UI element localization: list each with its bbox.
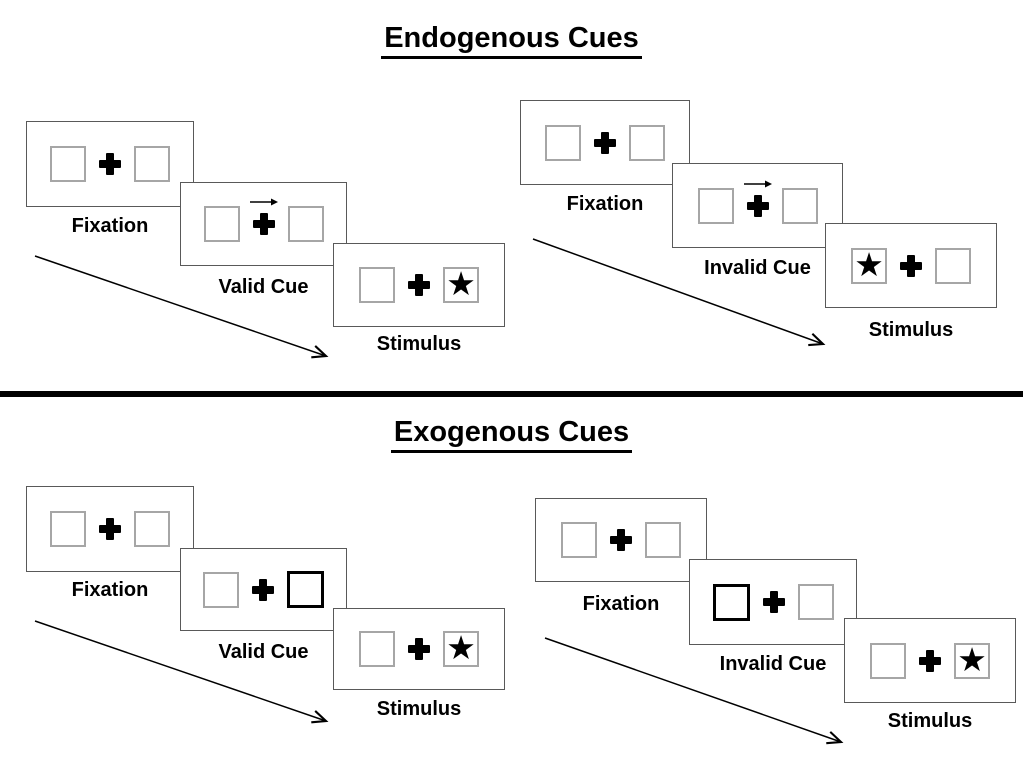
panel-label: Fixation	[71, 215, 149, 237]
cue-arrow-icon	[249, 198, 278, 206]
panel-label: Invalid Cue	[719, 653, 827, 675]
target-star-icon: ★	[854, 244, 884, 284]
cue-panel	[672, 163, 843, 248]
target-box-right: ★	[443, 267, 479, 303]
fixation-cross-icon	[252, 578, 274, 601]
target-star-icon: ★	[446, 264, 476, 303]
fixation-panel	[520, 100, 690, 185]
fixation-cross-icon	[746, 194, 769, 217]
placeholder-box-left	[697, 187, 734, 224]
fixation-cross-icon	[610, 529, 632, 551]
fixation-cross-icon	[900, 254, 922, 277]
placeholder-box-right	[134, 511, 170, 547]
panel-label: Valid Cue	[218, 276, 309, 298]
target-box-right: ★	[443, 631, 479, 667]
fixation-cross-icon	[762, 591, 785, 613]
placeholder-box-left	[50, 146, 86, 182]
placeholder-box-right	[935, 247, 971, 284]
cue-box-left	[712, 583, 750, 621]
timeline-arrow	[544, 637, 844, 745]
section-title-endogenous: Endogenous Cues	[0, 22, 1023, 59]
placeholder-box-right	[797, 584, 834, 620]
fixation-cross-icon	[99, 518, 121, 540]
target-box-right: ★	[954, 639, 990, 679]
cue-box-right	[287, 571, 324, 608]
target-star-icon: ★	[446, 628, 476, 667]
fixation-cross-icon	[252, 213, 275, 235]
fixation-panel	[535, 498, 707, 582]
cue-panel	[180, 548, 347, 631]
target-star-icon: ★	[957, 639, 987, 679]
placeholder-box-left	[545, 124, 581, 161]
panel-label: Valid Cue	[218, 641, 309, 663]
placeholder-box-left	[359, 631, 395, 667]
fixation-cross-icon	[408, 274, 430, 296]
panel-label: Stimulus	[868, 319, 954, 341]
fixation-panel	[26, 486, 194, 572]
timeline-arrow	[34, 255, 329, 359]
fixation-panel	[26, 121, 194, 207]
panel-label: Stimulus	[376, 698, 462, 720]
fixation-cross-icon	[594, 131, 616, 154]
timeline-arrow	[34, 620, 329, 724]
target-box-left: ★	[851, 244, 887, 284]
panel-label: Fixation	[582, 593, 660, 615]
placeholder-box-right	[629, 124, 665, 161]
stimulus-panel: ★	[825, 223, 997, 308]
fixation-cross-icon	[408, 638, 430, 660]
section-divider	[0, 391, 1023, 397]
section-title-exogenous: Exogenous Cues	[0, 416, 1023, 453]
placeholder-box-left	[50, 511, 86, 547]
cue-panel	[689, 559, 857, 645]
stimulus-panel: ★	[333, 608, 505, 690]
placeholder-box-left	[561, 522, 597, 558]
stimulus-panel: ★	[844, 618, 1016, 703]
panel-label: Stimulus	[376, 333, 462, 355]
placeholder-box-left	[870, 642, 906, 679]
panel-label: Fixation	[566, 193, 644, 215]
panel-label: Invalid Cue	[704, 257, 811, 279]
placeholder-box-right	[645, 522, 681, 558]
stimulus-panel: ★	[333, 243, 505, 327]
placeholder-box-right	[781, 187, 818, 224]
placeholder-box-left	[203, 206, 240, 242]
placeholder-box-right	[287, 206, 324, 242]
panel-label: Stimulus	[887, 710, 973, 732]
cue-panel	[180, 182, 347, 266]
placeholder-box-right	[134, 146, 170, 182]
cue-arrow-icon	[743, 180, 772, 187]
panel-label: Fixation	[71, 579, 149, 601]
placeholder-box-left	[203, 571, 239, 608]
timeline-arrow	[532, 238, 826, 347]
fixation-cross-icon	[919, 649, 941, 672]
fixation-cross-icon	[99, 153, 121, 175]
placeholder-box-left	[359, 267, 395, 303]
